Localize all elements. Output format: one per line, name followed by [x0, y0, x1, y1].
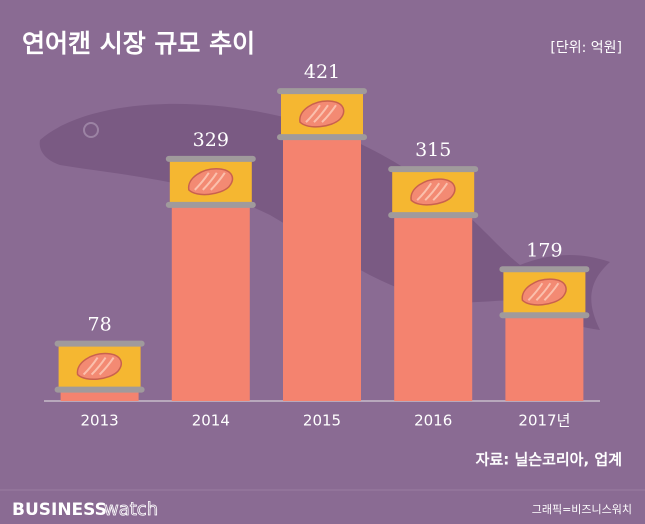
can-lid [54, 340, 145, 347]
source: 자료: 닐슨코리아, 업계 [476, 451, 622, 469]
salmon-stripe [82, 357, 99, 376]
credit: 그래픽=비즈니스워치 [532, 503, 632, 516]
salmon-stripe [321, 104, 337, 123]
salmon-stripe [527, 282, 544, 301]
x-tick-label: 2016 [414, 412, 452, 430]
can-rim [499, 312, 590, 319]
salmon-stripe [90, 357, 107, 376]
x-tick-label: 2014 [192, 412, 230, 430]
salmon-stripe [432, 182, 449, 201]
chart-title: 연어캔 시장 규모 추이 [22, 29, 255, 58]
value-label: 421 [304, 61, 340, 83]
brand-bold: BUSINESS [12, 500, 107, 520]
salmon-stripe [194, 172, 210, 191]
salmon-stripe [543, 282, 560, 301]
value-label: 315 [415, 139, 451, 161]
fish-eye [83, 122, 99, 138]
value-label: 329 [193, 129, 229, 151]
can-rim [165, 201, 256, 208]
can-rim [388, 212, 479, 219]
can-rim [277, 134, 367, 141]
x-tick-label: 2017년 [518, 412, 570, 430]
salmon-stripe [424, 182, 441, 201]
x-tick-label: 2013 [81, 412, 119, 430]
can-lid [165, 155, 256, 162]
value-label: 78 [88, 314, 112, 336]
salmon-stripe [416, 182, 433, 201]
can-lid [499, 266, 590, 273]
salmon-stripe [202, 172, 218, 191]
can-rim [54, 386, 145, 393]
brand-light: watch [104, 499, 158, 520]
salmon-stripe [305, 104, 321, 123]
salmon-stripe [210, 172, 226, 191]
can-lid [277, 88, 367, 95]
bar [283, 91, 361, 402]
salmon-stripe [313, 104, 329, 123]
salmon-stripe [535, 282, 552, 301]
can-lid [388, 166, 479, 173]
unit-label: [단위: 억원] [550, 40, 622, 56]
x-tick-label: 2015 [303, 412, 341, 430]
salmon-stripe [98, 357, 115, 376]
value-label: 179 [526, 239, 562, 261]
